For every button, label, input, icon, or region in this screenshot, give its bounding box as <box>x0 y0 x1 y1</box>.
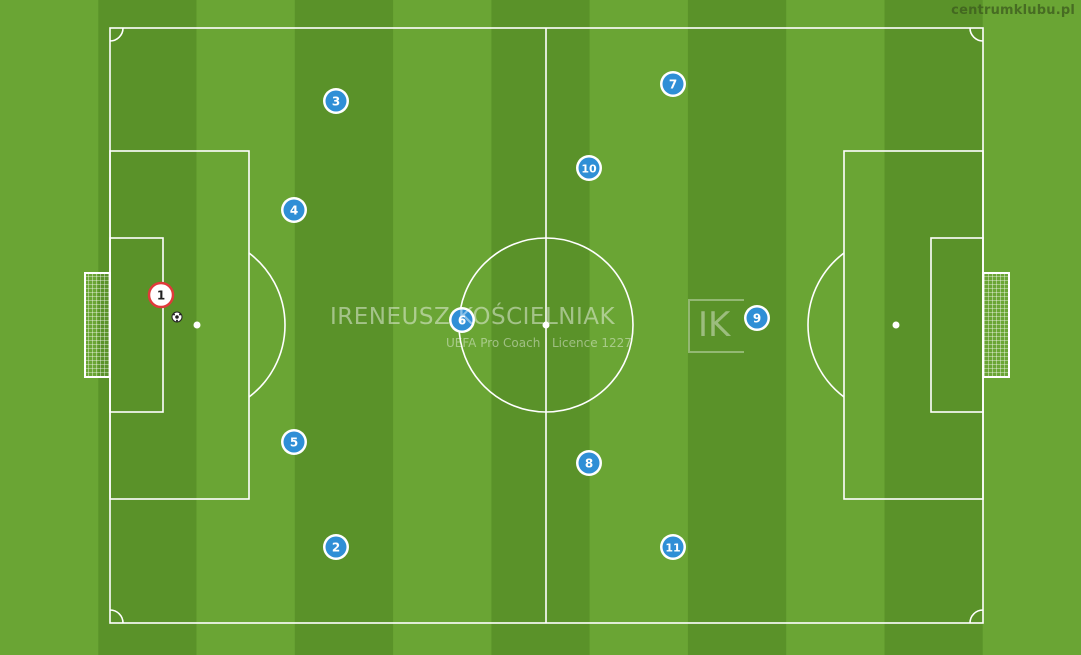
player-number: 10 <box>581 163 597 176</box>
player-token[interactable]: 3 <box>323 88 349 114</box>
player-token[interactable]: 11 <box>660 534 686 560</box>
player-token[interactable]: 7 <box>660 71 686 97</box>
grass-stripe <box>885 0 984 655</box>
player-token[interactable]: 6 <box>449 307 475 333</box>
grass-stripe <box>491 0 590 655</box>
player-number: 5 <box>290 436 298 450</box>
player-number: 7 <box>669 78 677 92</box>
grass-stripe <box>98 0 197 655</box>
player-number: 6 <box>458 314 466 328</box>
player-number: 11 <box>665 542 680 555</box>
right-penalty-spot <box>893 322 900 329</box>
grass-stripe <box>393 0 492 655</box>
player-token[interactable]: 8 <box>576 450 602 476</box>
grass-stripe <box>197 0 296 655</box>
player-number: 9 <box>753 312 761 326</box>
left-penalty-spot <box>194 322 201 329</box>
goalkeeper-token[interactable]: 1 <box>149 283 173 307</box>
player-token[interactable]: 4 <box>281 197 307 223</box>
goalkeeper-number: 1 <box>157 289 165 303</box>
player-number: 8 <box>585 457 593 471</box>
grass-stripe <box>786 0 885 655</box>
left-goal <box>85 273 110 377</box>
player-token[interactable]: 10 <box>576 155 602 181</box>
right-goal <box>983 273 1009 377</box>
site-credit[interactable]: centrumklubu.pl <box>951 3 1075 18</box>
soccer-ball-icon[interactable] <box>172 312 182 322</box>
player-number: 3 <box>332 95 340 109</box>
player-number: 2 <box>332 541 340 555</box>
center-spot <box>543 322 550 329</box>
grass-stripe <box>688 0 787 655</box>
player-number: 4 <box>290 204 298 218</box>
player-token[interactable]: 9 <box>744 305 770 331</box>
player-token[interactable]: 5 <box>281 429 307 455</box>
player-token[interactable]: 2 <box>323 534 349 560</box>
